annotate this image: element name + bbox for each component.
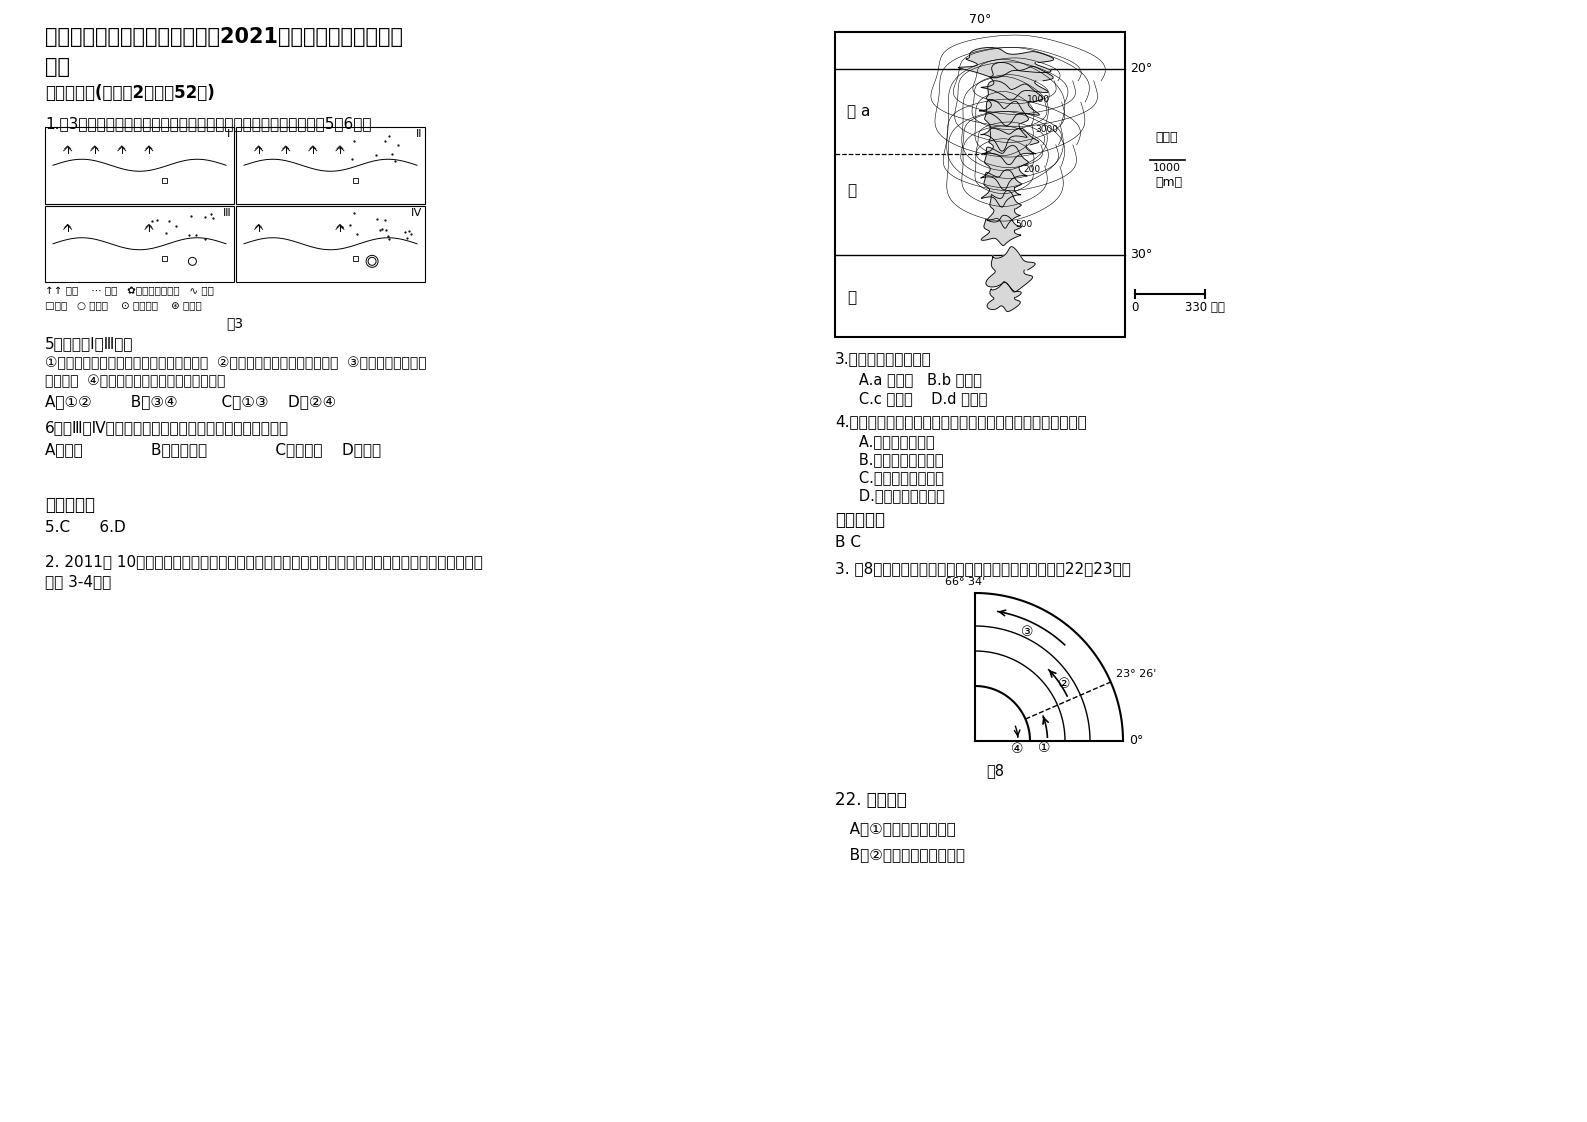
Text: 参考答案：: 参考答案： [835,511,886,528]
Text: 平: 平 [847,183,855,199]
Polygon shape [981,146,1028,190]
Polygon shape [987,191,1022,228]
Bar [44,205,233,282]
Text: Ⅲ: Ⅲ [222,208,230,218]
Text: 3. 图8为地球局部海域洋流分布模式图。读图，回答第22、23题。: 3. 图8为地球局部海域洋流分布模式图。读图，回答第22、23题。 [835,561,1132,576]
Polygon shape [986,247,1035,292]
Text: 500: 500 [1014,220,1032,229]
Text: 23° 26': 23° 26' [1116,669,1155,679]
Bar [162,178,167,183]
Polygon shape [981,63,1054,100]
Bar [835,33,1125,337]
Text: 4.该地成为全球最佳的天文观测点之一，其优越的自然条件是: 4.该地成为全球最佳的天文观测点之一，其优越的自然条件是 [835,414,1087,429]
Text: 3.天文台的最佳选址是: 3.天文台的最佳选址是 [835,351,932,366]
Text: 0: 0 [1132,302,1139,314]
Text: 6．从Ⅲ到Ⅳ阶段，导致图中农业生产变化的最主要因素是: 6．从Ⅲ到Ⅳ阶段，导致图中农业生产变化的最主要因素是 [44,420,289,435]
Text: 完成 3-4题。: 完成 3-4题。 [44,574,111,589]
Text: （m）: （m） [1155,176,1182,190]
Text: 图3: 图3 [227,316,243,330]
Text: Ⅱ: Ⅱ [416,129,421,139]
Text: 一、选择题(每小题2分，共52分): 一、选择题(每小题2分，共52分) [44,84,214,102]
Text: Ⅰ: Ⅰ [227,129,230,139]
Text: 辽宁省鞍山市海城西柳职业中学2021年高三地理模拟试卷含: 辽宁省鞍山市海城西柳职业中学2021年高三地理模拟试卷含 [44,27,403,47]
Polygon shape [981,215,1022,246]
Text: 0°: 0° [1128,735,1143,747]
Polygon shape [982,128,1039,165]
Text: 20°: 20° [1130,62,1152,75]
Text: D.海拔高，冬季湿润: D.海拔高，冬季湿润 [844,488,944,503]
Text: 解析: 解析 [44,57,70,77]
Text: 5．图中从Ⅰ到Ⅲ阶段: 5．图中从Ⅰ到Ⅲ阶段 [44,335,133,351]
Text: B.海拔低，空气洁净: B.海拔低，空气洁净 [844,452,944,467]
Text: A．政策              B．交通运输              C．劳动力    D．市场: A．政策 B．交通运输 C．劳动力 D．市场 [44,442,381,457]
Polygon shape [981,100,1028,151]
Polygon shape [979,81,1043,126]
Text: 1.图3反映了我国东部某地区土地利用状况的变化过程。读图，回答5、6题。: 1.图3反映了我国东部某地区土地利用状况的变化过程。读图，回答5、6题。 [44,116,371,131]
Text: 图8: 图8 [986,763,1005,778]
Text: ②: ② [1057,677,1070,691]
Text: 市化现象  ④河流夏季流量减小，冬季流量增大: 市化现象 ④河流夏季流量减小，冬季流量增大 [44,374,225,388]
Bar [44,127,233,203]
Bar [162,256,167,261]
Text: 3000: 3000 [1035,125,1059,135]
Text: 66° 34': 66° 34' [944,577,986,587]
Text: A．①的流向为自南向北: A．①的流向为自南向北 [835,821,955,836]
Text: 参考答案：: 参考答案： [44,496,95,514]
Polygon shape [959,47,1054,77]
Text: 70°: 70° [968,13,992,26]
Text: 2. 2011年 10月，欧洲南方天文台将在下图中某处选址建天文台，安装世界最大的天文望远镜，读图: 2. 2011年 10月，欧洲南方天文台将在下图中某处选址建天文台，安装世界最大… [44,554,482,569]
Polygon shape [981,169,1022,208]
Text: ①河流的丰水期流量增大，枯水期流量减小  ②城市人口增加，乡村人口减少  ③图示区域出现了城: ①河流的丰水期流量增大，枯水期流量减小 ②城市人口增加，乡村人口减少 ③图示区域… [44,356,427,370]
Bar [354,178,359,183]
Bar [236,205,425,282]
Text: C.海拔高，终年干燥: C.海拔高，终年干燥 [844,470,944,485]
Text: C.c 地附近    D.d 地附近: C.c 地附近 D.d 地附近 [844,390,987,406]
Text: ↑↑ 林地    ⋯ 耕地   ✿花卉和绿化树种   ∿ 河流: ↑↑ 林地 ⋯ 耕地 ✿花卉和绿化树种 ∿ 河流 [44,286,214,296]
Text: Ⅳ: Ⅳ [411,208,421,218]
Text: A．①②        B．③④         C．①③    D．②④: A．①② B．③④ C．①③ D．②④ [44,394,336,410]
Bar [354,256,359,261]
Polygon shape [987,282,1022,312]
Text: 330 千米: 330 千米 [1185,302,1225,314]
Text: 22. 图中洋流: 22. 图中洋流 [835,791,906,809]
Text: A.a 地附近   B.b 地附近: A.a 地附近 B.b 地附近 [844,373,982,387]
Text: 洋: 洋 [847,289,855,305]
Text: 等高线: 等高线 [1155,131,1178,144]
Text: 5.C      6.D: 5.C 6.D [44,519,125,535]
Text: □村庄   ○ 小城镇    ⊙ 中等城市    ⊛ 大城市: □村庄 ○ 小城镇 ⊙ 中等城市 ⊛ 大城市 [44,300,202,310]
Text: 1000: 1000 [1027,94,1049,103]
Text: 200: 200 [1024,165,1041,174]
Text: B C: B C [835,535,862,550]
Text: ④: ④ [1011,742,1024,756]
Text: 1000: 1000 [1154,163,1181,173]
Text: ①: ① [1038,742,1051,755]
Text: A.海拔低，沙漠广: A.海拔低，沙漠广 [844,434,935,449]
Text: 30°: 30° [1130,248,1152,261]
Text: B．②可能流经南美西海岸: B．②可能流经南美西海岸 [835,847,965,862]
Bar [236,127,425,203]
Text: ③: ③ [1020,625,1033,640]
Text: 太 a: 太 a [847,104,870,119]
